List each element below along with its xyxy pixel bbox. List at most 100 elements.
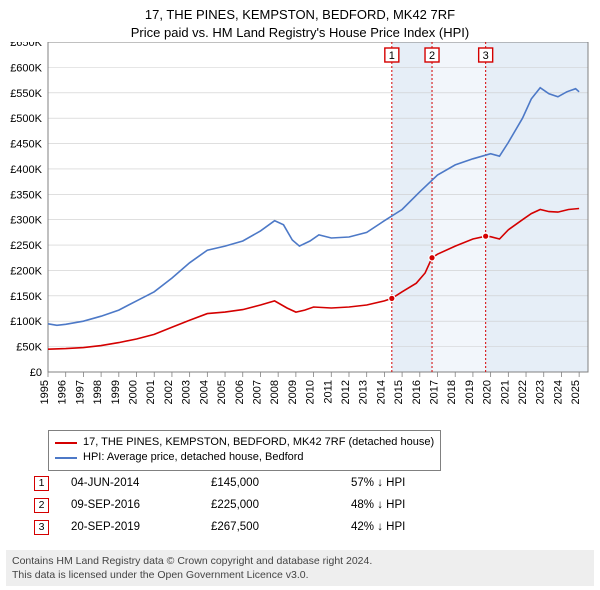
x-tick-label-group: 2024 — [552, 380, 564, 404]
x-tick-label: 2001 — [145, 380, 157, 404]
event-point — [482, 233, 488, 239]
x-tick-label: 2006 — [234, 380, 246, 404]
y-tick-label: £300K — [10, 215, 42, 227]
event-table-row: 209-SEP-2016£225,00048% ↓ HPI — [34, 494, 574, 516]
event-row-marker: 1 — [34, 476, 49, 491]
x-tick-label-group: 2005 — [216, 380, 228, 404]
x-tick-label: 1998 — [92, 380, 104, 404]
x-tick-label: 2003 — [181, 380, 193, 404]
x-tick-label-group: 2014 — [375, 380, 387, 404]
event-row-marker: 3 — [34, 520, 49, 535]
x-tick-label: 1996 — [57, 380, 69, 404]
x-tick-label-group: 2013 — [358, 380, 370, 404]
legend-swatch — [55, 457, 77, 459]
event-row-price: £225,000 — [211, 499, 351, 511]
y-tick-label: £600K — [10, 62, 42, 74]
x-tick-label: 1995 — [39, 380, 51, 404]
x-tick-label-group: 2021 — [499, 380, 511, 404]
legend-row: 17, THE PINES, KEMPSTON, BEDFORD, MK42 7… — [55, 435, 434, 450]
x-tick-label-group: 2018 — [446, 380, 458, 404]
x-tick-label-group: 2017 — [429, 380, 441, 404]
x-tick-label: 2013 — [358, 380, 370, 404]
x-tick-label-group: 2022 — [517, 380, 529, 404]
x-tick-label-group: 2009 — [287, 380, 299, 404]
event-row-price: £267,500 — [211, 521, 351, 533]
x-tick-label: 1997 — [74, 380, 86, 404]
x-tick-label: 2007 — [251, 380, 263, 404]
x-tick-label-group: 2015 — [393, 380, 405, 404]
x-tick-label: 2004 — [198, 380, 210, 404]
x-tick-label-group: 2003 — [181, 380, 193, 404]
event-table-row: 104-JUN-2014£145,00057% ↓ HPI — [34, 472, 574, 494]
x-tick-label-group: 2011 — [322, 380, 334, 404]
x-tick-label-group: 2002 — [163, 380, 175, 404]
x-tick-label-group: 1997 — [74, 380, 86, 404]
legend: 17, THE PINES, KEMPSTON, BEDFORD, MK42 7… — [48, 430, 441, 471]
x-tick-label: 1999 — [110, 380, 122, 404]
x-tick-label-group: 2012 — [340, 380, 352, 404]
y-tick-label: £650K — [10, 42, 42, 49]
x-tick-label: 2020 — [482, 380, 494, 404]
x-tick-label: 2016 — [411, 380, 423, 404]
x-tick-label: 2022 — [517, 380, 529, 404]
x-tick-label-group: 2023 — [535, 380, 547, 404]
y-tick-label: £150K — [10, 291, 42, 303]
title-line-2: Price paid vs. HM Land Registry's House … — [0, 24, 600, 42]
event-row-delta: 57% ↓ HPI — [351, 477, 574, 489]
event-row-price: £145,000 — [211, 477, 351, 489]
x-tick-label-group: 2020 — [482, 380, 494, 404]
legend-row: HPI: Average price, detached house, Bedf… — [55, 450, 434, 465]
x-tick-label: 2008 — [269, 380, 281, 404]
x-tick-label: 2002 — [163, 380, 175, 404]
x-tick-label: 2005 — [216, 380, 228, 404]
y-tick-label: £400K — [10, 164, 42, 176]
attribution-line-2: This data is licensed under the Open Gov… — [12, 568, 588, 582]
shaded-band — [392, 42, 432, 372]
event-table-row: 3 20-SEP-2019£267,50042% ↓ HPI — [34, 516, 574, 538]
x-tick-label-group: 1999 — [110, 380, 122, 404]
x-tick-label: 2023 — [535, 380, 547, 404]
x-tick-label: 2019 — [464, 380, 476, 404]
x-tick-label: 2018 — [446, 380, 458, 404]
event-row-date: 09-SEP-2016 — [71, 499, 211, 511]
x-tick-label-group: 1995 — [39, 380, 51, 404]
x-tick-label-group: 1996 — [57, 380, 69, 404]
x-tick-label: 2024 — [552, 380, 564, 404]
x-tick-label-group: 2010 — [305, 380, 317, 404]
y-tick-label: £50K — [16, 342, 42, 354]
y-tick-label: £250K — [10, 240, 42, 252]
x-tick-label-group: 2019 — [464, 380, 476, 404]
x-tick-label: 2015 — [393, 380, 405, 404]
event-marker-number: 2 — [429, 50, 435, 62]
event-row-date: 20-SEP-2019 — [71, 521, 211, 533]
chart-area: £0£50K£100K£150K£200K£250K£300K£350K£400… — [0, 42, 600, 422]
y-tick-label: £450K — [10, 139, 42, 151]
x-tick-label-group: 2006 — [234, 380, 246, 404]
x-tick-label: 2017 — [429, 380, 441, 404]
y-tick-label: £100K — [10, 316, 42, 328]
x-tick-label: 2011 — [322, 380, 334, 404]
price-chart-svg: £0£50K£100K£150K£200K£250K£300K£350K£400… — [0, 42, 600, 422]
y-tick-label: £500K — [10, 113, 42, 125]
x-tick-label-group: 2007 — [251, 380, 263, 404]
y-tick-label: £200K — [10, 265, 42, 277]
legend-label: HPI: Average price, detached house, Bedf… — [83, 450, 304, 465]
x-tick-label-group: 1998 — [92, 380, 104, 404]
x-tick-label: 2000 — [128, 380, 140, 404]
x-tick-label-group: 2004 — [198, 380, 210, 404]
x-tick-label: 2025 — [570, 380, 582, 404]
x-tick-label: 2009 — [287, 380, 299, 404]
attribution-line-1: Contains HM Land Registry data © Crown c… — [12, 554, 588, 568]
legend-swatch — [55, 442, 77, 444]
event-point — [389, 295, 395, 301]
y-tick-label: £350K — [10, 189, 42, 201]
event-row-delta: 48% ↓ HPI — [351, 499, 574, 511]
legend-label: 17, THE PINES, KEMPSTON, BEDFORD, MK42 7… — [83, 435, 434, 450]
x-tick-label-group: 2001 — [145, 380, 157, 404]
event-marker-number: 3 — [483, 50, 489, 62]
title-line-1: 17, THE PINES, KEMPSTON, BEDFORD, MK42 7… — [0, 6, 600, 24]
x-tick-label-group: 2008 — [269, 380, 281, 404]
x-tick-label: 2012 — [340, 380, 352, 404]
x-tick-label: 2021 — [499, 380, 511, 404]
event-row-delta: 42% ↓ HPI — [351, 521, 574, 533]
